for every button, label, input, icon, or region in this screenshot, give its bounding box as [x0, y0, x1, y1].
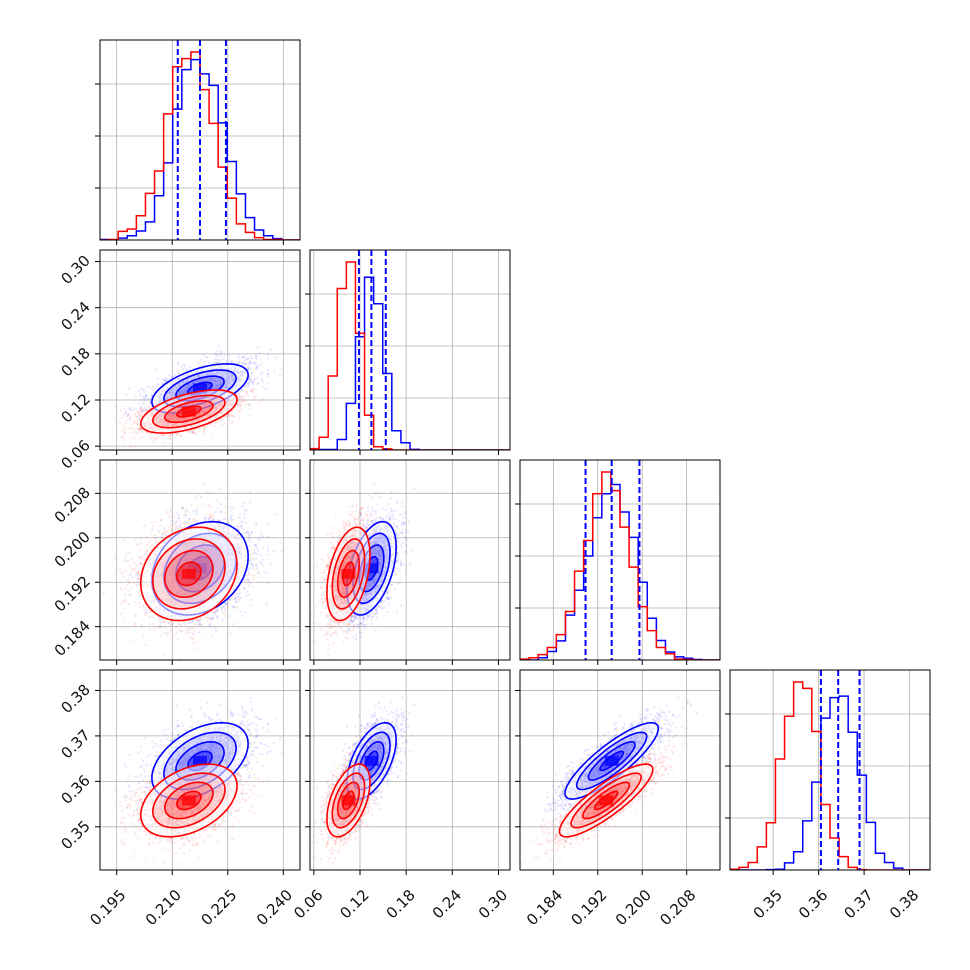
scatter-panel-3-1 [310, 670, 510, 870]
density-peak [181, 795, 196, 806]
density-peak [364, 755, 379, 766]
x-tick-label: 0.30 [475, 886, 511, 922]
x-tick-label: 0.195 [86, 886, 129, 929]
density-peak [181, 568, 196, 579]
density-peak [193, 383, 207, 394]
histogram-panel-3 [730, 670, 930, 870]
y-tick-label: 0.38 [57, 681, 93, 717]
y-tick-label: 0.35 [57, 817, 93, 853]
x-tick-label: 0.37 [840, 886, 876, 922]
scatter-panel-2-0 [100, 460, 300, 660]
x-tick-label: 0.240 [253, 886, 296, 929]
density-peak [193, 755, 207, 766]
histogram-panel-2 [520, 460, 720, 660]
x-tick-label: 0.225 [197, 886, 240, 929]
y-tick-label: 0.208 [51, 483, 94, 526]
y-tick-label: 0.06 [57, 436, 93, 472]
panel-frame [729, 669, 931, 871]
density-peak [181, 406, 196, 417]
x-tick-label: 0.210 [142, 886, 185, 929]
density-peak [604, 755, 619, 766]
histogram-panel-1 [310, 250, 510, 450]
histogram-series-1 [100, 51, 300, 240]
density-peak [364, 563, 379, 574]
y-tick-label: 0.192 [51, 572, 94, 615]
y-tick-label: 0.18 [57, 344, 93, 380]
panel-frame [99, 39, 301, 241]
panel-frame [309, 249, 511, 451]
x-tick-label: 0.208 [656, 886, 699, 929]
histogram-series-1 [730, 681, 930, 870]
x-tick-label: 0.24 [429, 886, 465, 922]
histogram-series-0 [310, 276, 510, 450]
density-peak [341, 568, 356, 579]
x-tick-label: 0.36 [795, 886, 831, 922]
x-tick-label: 0.192 [567, 886, 610, 929]
panel-frame [309, 669, 511, 871]
x-tick-label: 0.12 [336, 886, 372, 922]
histogram-series-1 [310, 261, 510, 450]
density-peak [341, 795, 356, 806]
panel-frame [99, 669, 301, 871]
x-tick-label: 0.200 [612, 886, 655, 929]
scatter-panel-3-0 [100, 670, 300, 870]
y-tick-label: 0.37 [57, 726, 93, 762]
y-tick-label: 0.30 [57, 252, 93, 288]
scatter-panel-3-2 [520, 670, 720, 870]
histogram-series-1 [520, 471, 720, 660]
histogram-panel-0 [100, 40, 300, 240]
y-tick-label: 0.12 [57, 390, 93, 426]
panel-frame [309, 459, 511, 661]
x-tick-label: 0.18 [383, 886, 419, 922]
density-peak [599, 795, 614, 806]
y-tick-label: 0.200 [51, 528, 94, 571]
panel-frame [519, 459, 721, 661]
panel-frame [99, 459, 301, 661]
y-tick-label: 0.184 [51, 617, 94, 660]
histogram-series-0 [730, 695, 930, 870]
panel-frame [99, 249, 301, 451]
x-tick-label: 0.35 [750, 886, 786, 922]
x-tick-label: 0.184 [523, 886, 566, 929]
y-tick-label: 0.24 [57, 298, 93, 334]
histogram-series-0 [100, 58, 300, 240]
scatter-panel-2-1 [310, 460, 510, 660]
x-tick-label: 0.06 [290, 886, 326, 922]
scatter-panel-1-0 [100, 250, 300, 450]
y-tick-label: 0.36 [57, 771, 93, 807]
panel-frame [519, 669, 721, 871]
x-tick-label: 0.38 [886, 886, 922, 922]
